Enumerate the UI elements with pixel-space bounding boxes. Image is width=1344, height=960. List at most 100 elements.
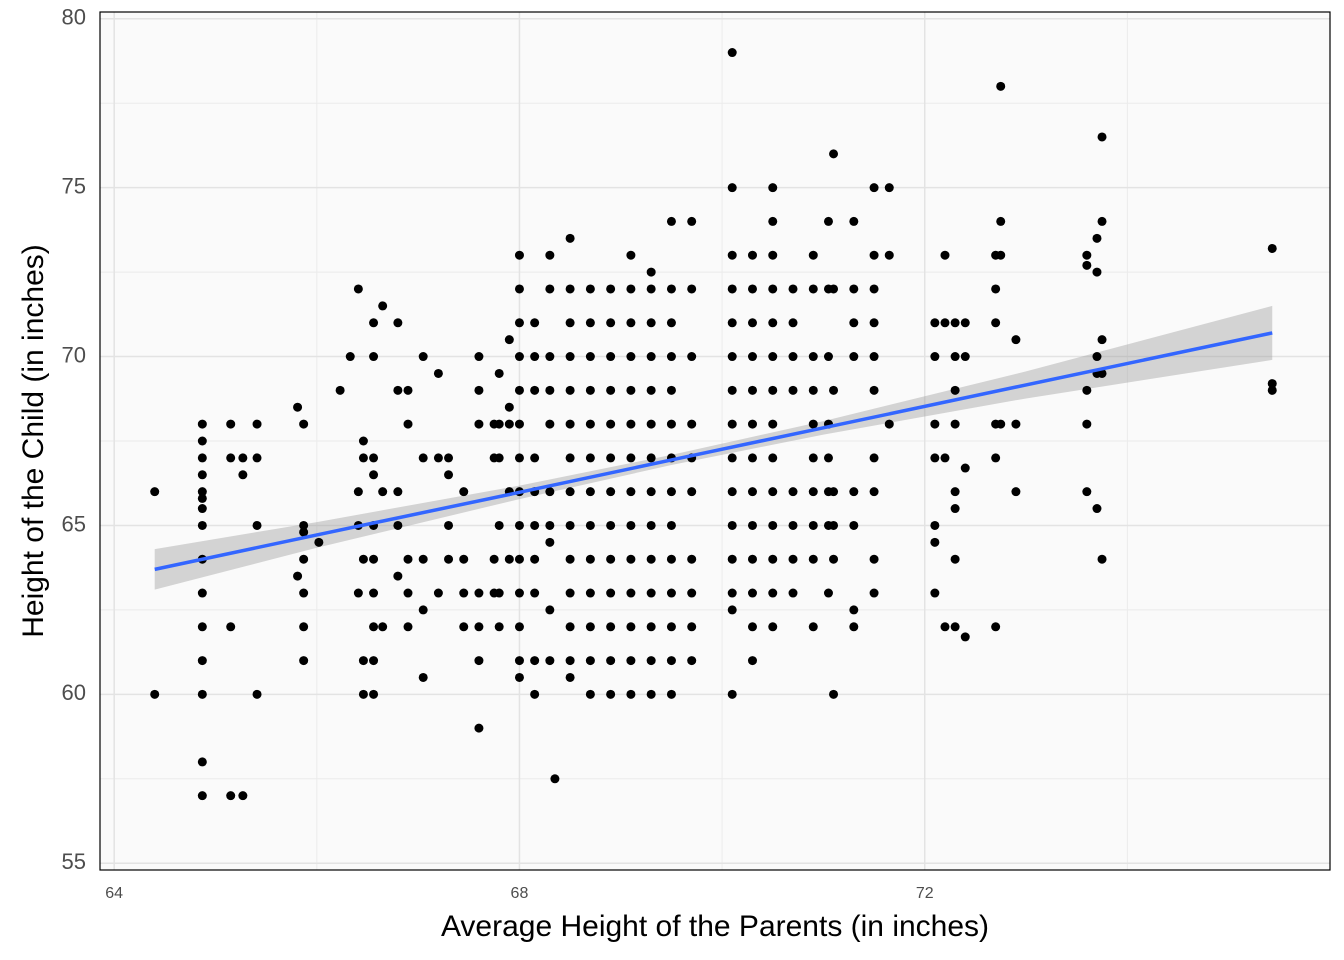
point [808,385,818,395]
point [530,318,540,328]
point [687,284,697,294]
point [1267,243,1277,253]
point [829,520,839,530]
y-tick-label: 60 [62,680,86,705]
point [666,588,676,598]
point [808,250,818,260]
point [869,385,879,395]
point [747,588,757,598]
point [565,318,575,328]
point [545,656,555,666]
point [950,487,960,497]
point [565,419,575,429]
point [369,656,379,666]
point [545,487,555,497]
point [950,385,960,395]
point [687,487,697,497]
point [626,487,636,497]
point [504,419,514,429]
point [514,520,524,530]
x-tick-label: 72 [916,885,934,902]
point [403,419,413,429]
point [1097,368,1107,378]
point [823,352,833,362]
point [530,689,540,699]
point [504,402,514,412]
point [353,588,363,598]
point [150,689,160,699]
point [768,419,778,429]
point [687,554,697,564]
point [606,689,616,699]
point [606,622,616,632]
point [646,453,656,463]
point [514,284,524,294]
point [585,554,595,564]
point [869,183,879,193]
grid [100,12,1330,870]
point [996,216,1006,226]
point [626,689,636,699]
point [197,487,207,497]
point [808,487,818,497]
point [646,352,656,362]
point [727,385,737,395]
point [727,453,737,463]
point [849,487,859,497]
point [565,588,575,598]
point [808,284,818,294]
point [626,622,636,632]
point [545,352,555,362]
point [545,605,555,615]
point [849,352,859,362]
point [849,622,859,632]
point [226,622,236,632]
point [869,318,879,328]
point [727,554,737,564]
point [626,520,636,530]
panel-border [99,11,1331,871]
point [369,588,379,598]
point [1082,487,1092,497]
point [530,656,540,666]
point [1011,335,1021,345]
point [418,672,428,682]
point [418,352,428,362]
point [884,419,894,429]
point [197,757,207,767]
point [514,250,524,260]
point [1082,260,1092,270]
fit-line [154,331,1273,572]
point [996,419,1006,429]
point [585,622,595,632]
point [960,318,970,328]
point [545,284,555,294]
point [1082,385,1092,395]
point [606,487,616,497]
point [345,352,355,362]
point [299,554,309,564]
point [378,301,388,311]
point [950,419,960,429]
point [869,352,879,362]
point [565,622,575,632]
point [768,385,778,395]
point [565,672,575,682]
point [489,554,499,564]
point [1092,233,1102,243]
point [1092,267,1102,277]
point [1097,132,1107,142]
point [494,419,504,429]
points [150,48,1277,801]
point [606,554,616,564]
point [747,284,757,294]
x-tick-label: 68 [511,885,529,902]
point [444,453,454,463]
point [884,183,894,193]
point [788,588,798,598]
point [606,318,616,328]
point [666,520,676,530]
point [991,622,1001,632]
point [545,520,555,530]
point [646,520,656,530]
